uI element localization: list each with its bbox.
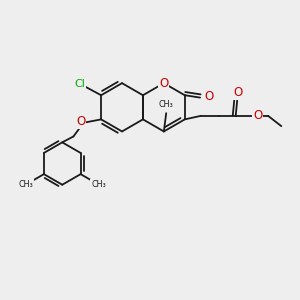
Text: O: O	[76, 115, 86, 128]
Text: O: O	[253, 109, 262, 122]
Text: O: O	[204, 90, 214, 103]
Text: O: O	[159, 77, 169, 90]
Text: O: O	[233, 86, 242, 99]
Text: CH₃: CH₃	[19, 180, 33, 189]
Text: Cl: Cl	[74, 79, 85, 89]
Text: CH₃: CH₃	[159, 100, 174, 109]
Text: CH₃: CH₃	[91, 180, 106, 189]
